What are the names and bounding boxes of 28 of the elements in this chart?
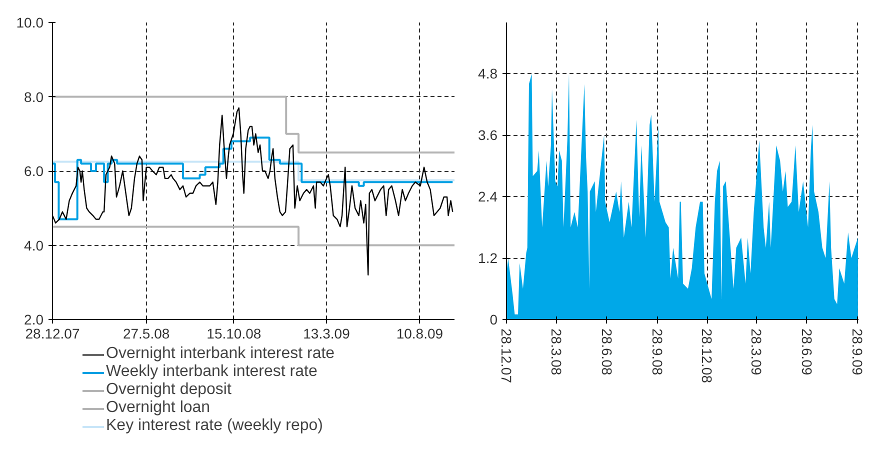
- y-tick-label: 3.6: [478, 127, 498, 144]
- y-tick-label: 2.0: [24, 312, 44, 328]
- y-tick-label: 10.0: [16, 14, 44, 30]
- x-tick-label: 28.9.09: [849, 328, 866, 376]
- legend-label: Overnight interbank interest rate: [106, 345, 335, 363]
- x-tick-label: 28.12.08: [699, 328, 716, 384]
- x-tick-label: 28.6.09: [798, 328, 815, 376]
- x-tick-label: 28.3.08: [548, 328, 564, 376]
- legend-label: Overnight deposit: [106, 381, 232, 399]
- y-tick-label: 8.0: [24, 88, 44, 105]
- y-tick-label: 4.0: [24, 237, 44, 254]
- x-tick-label: 27.5.08: [122, 326, 170, 342]
- x-tick-label: 28.3.09: [748, 328, 765, 376]
- legend-label: Overnight loan: [106, 399, 210, 417]
- x-tick-label: 28.6.08: [598, 328, 615, 376]
- legend-label: Weekly interbank interest rate: [106, 363, 318, 381]
- y-tick-label: 1.2: [478, 250, 498, 266]
- y-tick-label: 2.4: [478, 188, 498, 205]
- y-tick-label: 6.0: [24, 163, 44, 179]
- legend-label: Key interest rate (weekly repo): [106, 417, 323, 435]
- x-tick-label: 10.8.09: [396, 326, 444, 342]
- x-tick-label: 28.12.07: [25, 326, 80, 342]
- y-tick-label: 0: [490, 312, 498, 328]
- x-tick-label: 15.10.08: [206, 326, 262, 342]
- x-tick-label: 28.12.07: [498, 328, 514, 384]
- y-tick-label: 4.8: [478, 66, 498, 82]
- x-tick-label: 13.3.09: [303, 326, 350, 342]
- x-tick-label: 28.9.08: [649, 328, 666, 376]
